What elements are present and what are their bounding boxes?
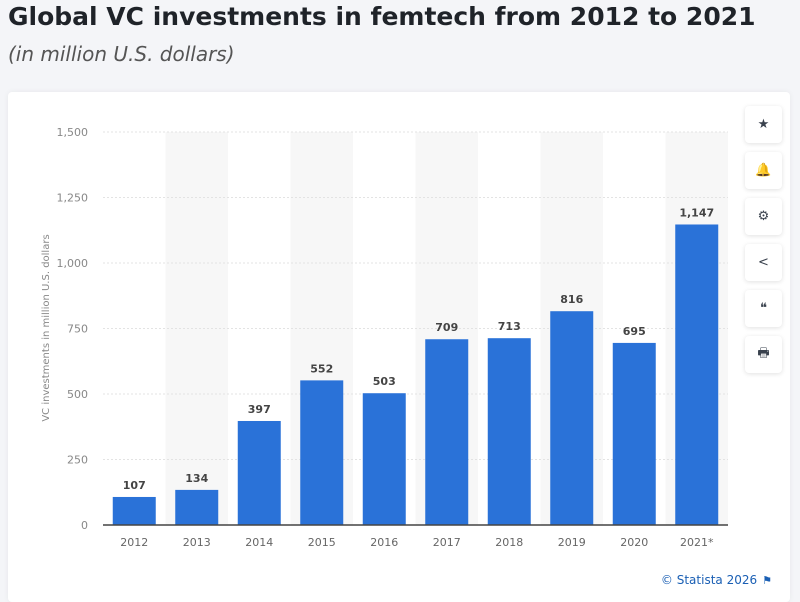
x-tick-label: 2014 [245,536,273,549]
print-button[interactable]: 🖶 [745,336,782,373]
x-tick-label: 2013 [183,536,211,549]
data-label: 709 [435,321,458,334]
x-tick-label: 2016 [370,536,398,549]
x-tick-label: 2015 [308,536,336,549]
share-button[interactable]: < [745,244,782,281]
x-tick-label: 2020 [620,536,648,549]
bar [175,489,219,525]
y-tick-label: 1,500 [57,126,89,139]
gear-icon: ⚙ [757,209,770,224]
page-subtitle: (in million U.S. dollars) [8,42,235,66]
y-tick-label: 500 [67,388,88,401]
x-tick-label: 2018 [495,536,523,549]
data-label: 713 [498,320,521,333]
page-title: Global VC investments in femtech from 20… [8,2,756,31]
data-label: 695 [623,325,646,338]
data-label: 397 [248,403,271,416]
x-tick-label: 2017 [433,536,461,549]
bar [550,311,594,525]
quote-icon: ❝ [760,301,767,316]
credit-text[interactable]: © Statista 2026 [660,573,758,587]
data-label: 1,147 [679,206,714,219]
print-icon: 🖶 [757,345,770,361]
y-tick-label: 250 [67,454,88,467]
quote-button[interactable]: ❝ [745,290,782,327]
bar [425,339,469,525]
bar [112,496,156,525]
bar [487,338,531,525]
y-tick-label: 1,000 [57,257,89,270]
bar [362,393,406,525]
data-label: 552 [310,362,333,375]
y-tick-label: 0 [81,519,88,532]
bar [300,380,344,525]
bar [237,420,281,525]
bar [612,342,656,525]
x-tick-label: 2021* [680,536,714,549]
toolbar: ★ 🔔 ⚙ < ❝ 🖶 [745,106,782,382]
star-icon: ★ [757,117,770,132]
x-tick-label: 2012 [120,536,148,549]
data-label: 134 [185,472,208,485]
flag-icon[interactable]: ⚑ [762,574,772,587]
share-icon: < [758,255,769,270]
data-label: 816 [560,293,583,306]
bar [675,224,719,525]
gear-button[interactable]: ⚙ [745,198,782,235]
statista-credit[interactable]: © Statista 2026 ⚑ [661,573,772,587]
y-tick-label: 750 [67,323,88,336]
bell-button[interactable]: 🔔 [745,152,782,189]
x-tick-label: 2019 [558,536,586,549]
data-label: 503 [373,375,396,388]
y-tick-label: 1,250 [57,192,89,205]
star-button[interactable]: ★ [745,106,782,143]
data-label: 107 [123,479,146,492]
y-axis-label: VC investments in million U.S. dollars [41,234,52,421]
bell-icon: 🔔 [755,163,772,178]
